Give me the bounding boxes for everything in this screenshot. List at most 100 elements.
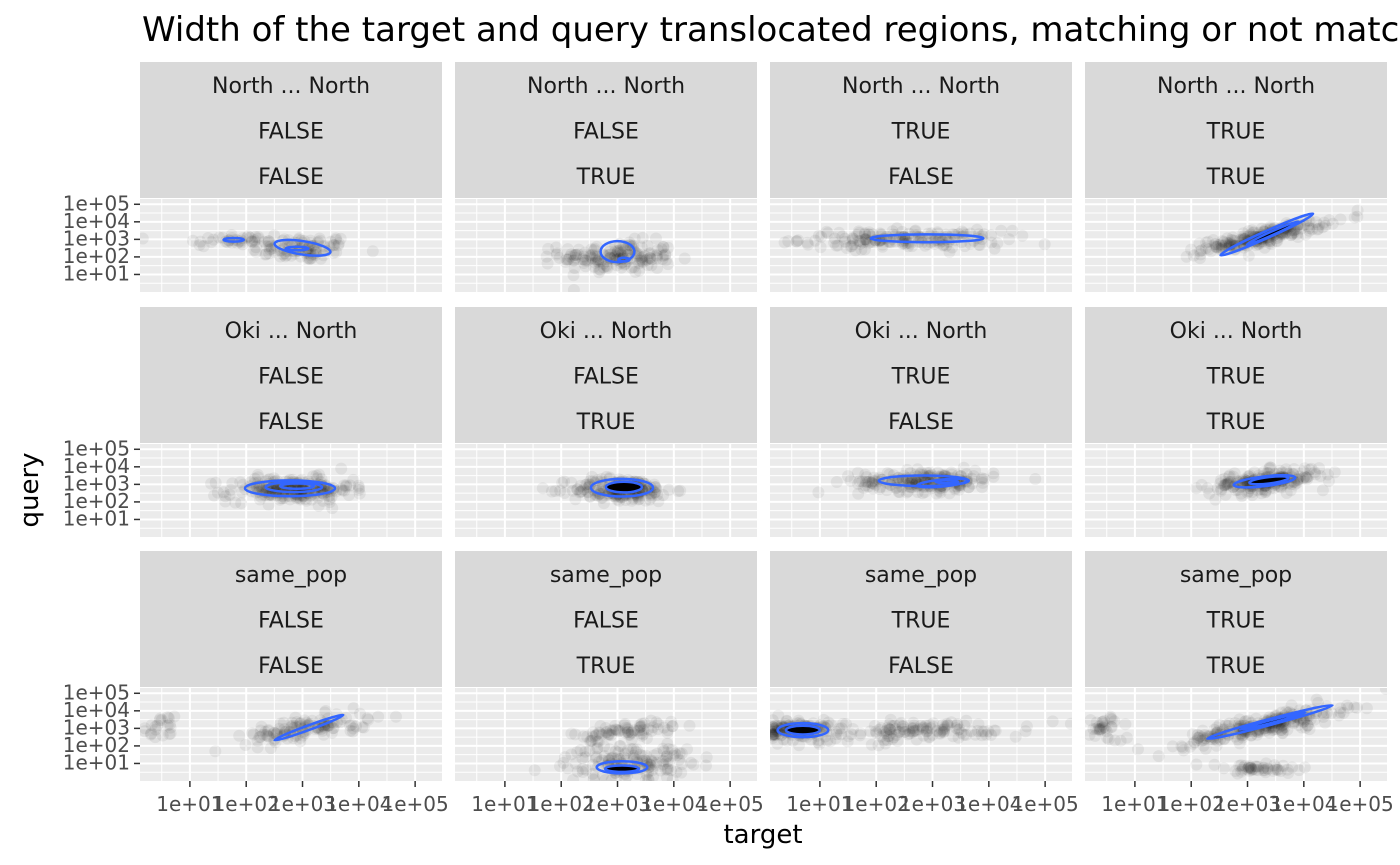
data-point xyxy=(1284,484,1297,497)
data-point xyxy=(770,729,779,742)
data-point xyxy=(361,712,374,725)
data-point xyxy=(951,718,964,731)
facet-strip-label: TRUE xyxy=(576,410,636,435)
data-point xyxy=(1251,728,1264,741)
data-point xyxy=(558,487,571,499)
data-point xyxy=(635,717,648,730)
data-point xyxy=(771,737,784,750)
data-point xyxy=(255,482,268,495)
data-point xyxy=(569,251,582,264)
data-point xyxy=(817,713,830,726)
density-contour xyxy=(599,239,636,264)
data-point xyxy=(268,229,281,242)
data-point xyxy=(842,470,854,483)
data-point xyxy=(980,728,993,741)
data-point xyxy=(268,727,281,739)
data-point xyxy=(645,253,658,266)
data-point xyxy=(905,475,918,488)
data-point xyxy=(574,479,587,492)
data-point xyxy=(987,470,1000,483)
data-point xyxy=(1280,463,1293,476)
data-point xyxy=(1105,721,1118,733)
data-point xyxy=(645,259,658,272)
data-point xyxy=(1219,479,1232,492)
data-point xyxy=(634,748,647,761)
data-point xyxy=(615,245,627,258)
data-point xyxy=(809,234,822,247)
data-point xyxy=(1217,479,1230,492)
data-point xyxy=(1250,760,1263,773)
data-point xyxy=(566,484,579,497)
data-point xyxy=(1351,701,1363,714)
data-point xyxy=(593,266,606,279)
data-point xyxy=(908,724,921,737)
data-point xyxy=(1272,763,1285,776)
data-point xyxy=(874,481,887,494)
data-point xyxy=(344,719,357,732)
data-point xyxy=(318,706,331,719)
facet-strip-label: FALSE xyxy=(258,120,324,145)
data-point xyxy=(577,730,590,743)
data-point xyxy=(636,729,648,742)
data-point xyxy=(335,462,348,475)
x-tick-label: 1e+02 xyxy=(843,792,910,816)
data-point xyxy=(263,243,276,256)
data-point xyxy=(599,774,612,781)
data-point xyxy=(140,725,151,738)
data-point xyxy=(936,723,949,736)
data-point xyxy=(327,238,340,251)
data-point xyxy=(950,719,963,732)
facet-panel: North ... North FALSE FALSE 1e+011e+021e+03… xyxy=(63,62,442,292)
data-point xyxy=(1303,224,1316,237)
data-point xyxy=(659,763,672,776)
data-point xyxy=(262,498,275,511)
data-point xyxy=(1201,482,1214,495)
data-point xyxy=(1223,469,1236,482)
data-point xyxy=(246,235,258,248)
data-point xyxy=(327,722,340,734)
data-point xyxy=(835,722,848,735)
data-point xyxy=(571,483,584,496)
data-point xyxy=(140,722,151,735)
facet-panel: Oki ... NorthFALSEFALSE1e+011e+021e+031e… xyxy=(63,307,442,537)
data-point xyxy=(1263,726,1276,739)
data-point xyxy=(1228,717,1241,730)
facet-strip-label: Oki ... North xyxy=(1170,319,1303,344)
data-point xyxy=(872,739,885,752)
data-layer xyxy=(770,709,1072,752)
data-point xyxy=(338,484,351,497)
data-point xyxy=(971,223,983,236)
data-point xyxy=(252,232,265,245)
data-point xyxy=(562,253,575,266)
data-point xyxy=(836,230,849,243)
data-point xyxy=(957,461,970,474)
data-point xyxy=(651,723,664,736)
data-point xyxy=(770,731,779,744)
data-point xyxy=(1258,764,1271,777)
data-point xyxy=(642,774,655,781)
data-point xyxy=(657,241,670,254)
data-point xyxy=(1244,761,1257,774)
data-point xyxy=(1221,477,1234,490)
data-point xyxy=(908,474,921,486)
data-point xyxy=(1209,493,1222,506)
x-tick-label: 1e+01 xyxy=(786,792,853,816)
data-point xyxy=(1258,241,1271,254)
data-point xyxy=(770,723,779,736)
data-point xyxy=(898,726,911,738)
data-point xyxy=(906,725,919,738)
data-point xyxy=(661,755,674,768)
data-point xyxy=(836,717,849,730)
data-point xyxy=(1269,763,1282,776)
data-point xyxy=(1306,223,1319,236)
data-point xyxy=(1268,759,1281,772)
data-point xyxy=(604,243,617,256)
data-point xyxy=(852,477,865,490)
data-point xyxy=(651,262,664,274)
data-point xyxy=(1246,763,1258,776)
density-contour xyxy=(273,713,345,742)
data-point xyxy=(1249,760,1262,773)
data-point xyxy=(840,718,852,730)
data-point xyxy=(828,236,841,249)
data-point xyxy=(1208,758,1221,771)
